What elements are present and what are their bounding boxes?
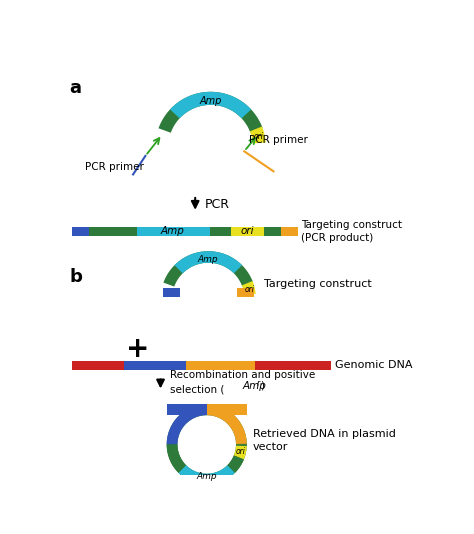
Text: +: + (126, 335, 149, 363)
Polygon shape (167, 444, 186, 473)
Bar (167, 404, 207, 415)
Text: Amp: Amp (196, 472, 217, 481)
Text: ori: ori (253, 132, 263, 141)
Polygon shape (170, 92, 251, 119)
Text: ori: ori (241, 226, 254, 236)
Polygon shape (228, 456, 244, 473)
Text: Amp: Amp (200, 97, 222, 106)
Bar (124, 360, 186, 370)
Text: ): ) (260, 381, 264, 391)
Bar (72, 226, 89, 236)
Bar (281, 226, 298, 236)
Bar (207, 404, 245, 415)
Text: Amp: Amp (161, 226, 185, 236)
Bar (255, 360, 331, 370)
Text: b: b (70, 268, 82, 286)
Text: r: r (257, 379, 260, 388)
Text: ori: ori (244, 285, 254, 294)
Bar (163, 288, 180, 297)
Polygon shape (174, 251, 242, 273)
Polygon shape (242, 281, 256, 295)
Polygon shape (167, 404, 207, 444)
Bar (137, 226, 210, 236)
Text: Genomic DNA: Genomic DNA (335, 360, 412, 370)
Bar (231, 226, 264, 236)
Bar (264, 226, 281, 236)
Text: Recombination and positive
selection (: Recombination and positive selection ( (170, 370, 315, 394)
Bar (237, 288, 254, 297)
Polygon shape (250, 127, 266, 144)
Polygon shape (236, 444, 247, 446)
Text: Retrieved DNA in plasmid
vector: Retrieved DNA in plasmid vector (253, 429, 396, 452)
Polygon shape (207, 404, 247, 444)
Text: PCR primer: PCR primer (249, 135, 308, 145)
Polygon shape (167, 404, 247, 484)
Text: ori: ori (236, 447, 246, 456)
Bar (177, 404, 236, 415)
Text: a: a (70, 80, 82, 98)
Text: Targeting construct
(PCR product): Targeting construct (PCR product) (301, 219, 402, 243)
Polygon shape (158, 92, 263, 133)
Polygon shape (164, 251, 253, 287)
Text: Amp: Amp (242, 381, 266, 391)
Text: Targeting construct: Targeting construct (264, 279, 372, 288)
Bar (207, 404, 247, 415)
Text: PCR primer: PCR primer (85, 162, 144, 172)
Polygon shape (178, 465, 235, 484)
Bar (72, 360, 124, 370)
Polygon shape (234, 445, 247, 459)
Bar (168, 404, 207, 415)
Bar (210, 226, 231, 236)
Bar (186, 360, 255, 370)
Bar (89, 226, 137, 236)
Text: Amp: Amp (198, 255, 219, 264)
Text: PCR: PCR (204, 198, 229, 211)
